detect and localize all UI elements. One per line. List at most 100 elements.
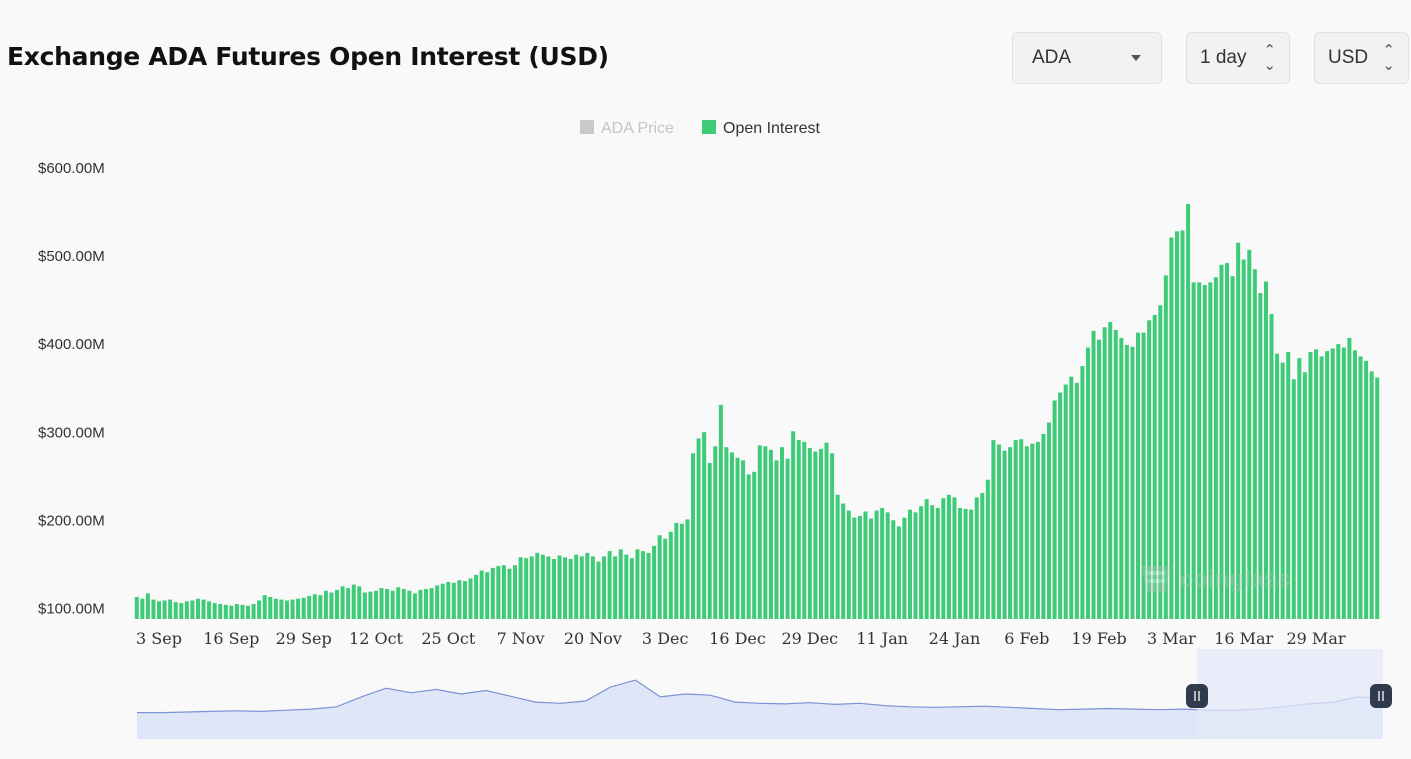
oi-bar[interactable] [1163, 275, 1168, 619]
oi-bar[interactable] [713, 446, 718, 619]
oi-bar[interactable] [1275, 353, 1280, 619]
oi-bar[interactable] [1341, 347, 1346, 619]
oi-bar[interactable] [1191, 282, 1196, 619]
oi-bar[interactable] [1314, 349, 1319, 619]
oi-bar[interactable] [529, 556, 534, 619]
oi-bar[interactable] [262, 595, 267, 619]
oi-bar[interactable] [1052, 400, 1057, 619]
legend-item-ada-price[interactable]: ADA Price [580, 120, 674, 137]
oi-bar[interactable] [340, 586, 345, 619]
oi-bar[interactable] [1136, 332, 1141, 619]
oi-bar[interactable] [846, 510, 851, 619]
oi-bar[interactable] [1236, 242, 1241, 619]
oi-bar[interactable] [1013, 440, 1018, 619]
oi-bar[interactable] [479, 570, 484, 620]
oi-bar[interactable] [440, 583, 445, 619]
oi-bar[interactable] [807, 448, 812, 619]
oi-bar[interactable] [1291, 379, 1296, 619]
oi-bar[interactable] [735, 457, 740, 619]
oi-bar[interactable] [279, 599, 284, 619]
oi-bar[interactable] [1047, 422, 1052, 619]
oi-bar[interactable] [190, 600, 195, 619]
oi-bar[interactable] [1258, 292, 1263, 619]
oi-bar[interactable] [1124, 344, 1129, 619]
oi-bar[interactable] [602, 556, 607, 619]
oi-bar[interactable] [985, 479, 990, 619]
oi-bar[interactable] [373, 590, 378, 619]
oi-bar[interactable] [874, 510, 879, 619]
oi-bar[interactable] [958, 507, 963, 619]
oi-bar[interactable] [173, 602, 178, 619]
oi-bar[interactable] [401, 589, 406, 619]
oi-bar[interactable] [518, 557, 523, 619]
oi-bar[interactable] [357, 586, 362, 619]
oi-bar[interactable] [195, 598, 200, 619]
oi-bar[interactable] [1213, 277, 1218, 620]
oi-bar[interactable] [351, 584, 356, 619]
oi-bar[interactable] [1141, 332, 1146, 619]
oi-bar[interactable] [368, 591, 373, 619]
oi-bar[interactable] [624, 554, 629, 619]
oi-bar[interactable] [284, 600, 289, 619]
oi-bar[interactable] [818, 448, 823, 619]
oi-bar[interactable] [312, 594, 317, 619]
oi-bar[interactable] [941, 498, 946, 619]
oi-bar[interactable] [151, 599, 156, 619]
oi-bar[interactable] [924, 499, 929, 619]
oi-bar[interactable] [524, 558, 529, 619]
oi-bar[interactable] [618, 549, 623, 619]
oi-bar[interactable] [1325, 351, 1330, 619]
oi-bar[interactable] [935, 507, 940, 619]
oi-bar[interactable] [991, 440, 996, 619]
oi-bar[interactable] [824, 442, 829, 619]
oi-bar[interactable] [318, 595, 323, 619]
oi-bar[interactable] [1352, 350, 1357, 619]
oi-bar[interactable] [679, 523, 684, 619]
oi-bar[interactable] [952, 497, 957, 620]
oi-bar[interactable] [1347, 337, 1352, 619]
oi-bar[interactable] [607, 551, 612, 619]
oi-bar[interactable] [685, 519, 690, 619]
oi-bar[interactable] [869, 518, 874, 619]
oi-bar[interactable] [1375, 377, 1380, 619]
oi-bar[interactable] [1091, 330, 1096, 619]
oi-bar[interactable] [1035, 441, 1040, 619]
oi-bar[interactable] [1263, 281, 1268, 619]
interval-select[interactable]: 1 day ⌃ ⌄ [1186, 32, 1290, 84]
oi-bar[interactable] [1174, 231, 1179, 619]
oi-bar[interactable] [1364, 360, 1369, 619]
oi-bar[interactable] [1230, 276, 1235, 619]
coin-select[interactable]: ADA [1012, 32, 1162, 84]
oi-bar[interactable] [913, 512, 918, 619]
oi-bar[interactable] [596, 561, 601, 619]
oi-bar[interactable] [1280, 362, 1285, 619]
oi-bar[interactable] [1102, 327, 1107, 619]
oi-bar[interactable] [768, 449, 773, 619]
oi-bar[interactable] [980, 492, 985, 619]
oi-bar[interactable] [969, 509, 974, 619]
oi-bar[interactable] [802, 441, 807, 619]
oi-bar[interactable] [702, 432, 707, 619]
oi-bar[interactable] [218, 603, 223, 619]
oi-bar[interactable] [240, 604, 245, 619]
oi-bar[interactable] [1152, 315, 1157, 619]
oi-bar[interactable] [663, 538, 668, 619]
oi-bar[interactable] [145, 593, 150, 619]
oi-bar[interactable] [229, 605, 234, 619]
oi-bar[interactable] [1202, 285, 1207, 619]
oi-bar[interactable] [1319, 356, 1324, 619]
oi-bar[interactable] [1252, 269, 1257, 619]
oi-bar[interactable] [1369, 371, 1374, 619]
oi-bar[interactable] [579, 556, 584, 619]
oi-bar[interactable] [385, 589, 390, 619]
navigator-handle-left[interactable] [1186, 684, 1208, 708]
oi-bar[interactable] [813, 451, 818, 619]
oi-bar[interactable] [207, 601, 212, 619]
oi-bar[interactable] [674, 522, 679, 619]
oi-bar[interactable] [657, 535, 662, 619]
oi-bar[interactable] [1169, 237, 1174, 620]
oi-bar[interactable] [780, 447, 785, 619]
oi-bar[interactable] [841, 503, 846, 619]
oi-bar[interactable] [902, 517, 907, 619]
oi-bar[interactable] [1197, 282, 1202, 619]
